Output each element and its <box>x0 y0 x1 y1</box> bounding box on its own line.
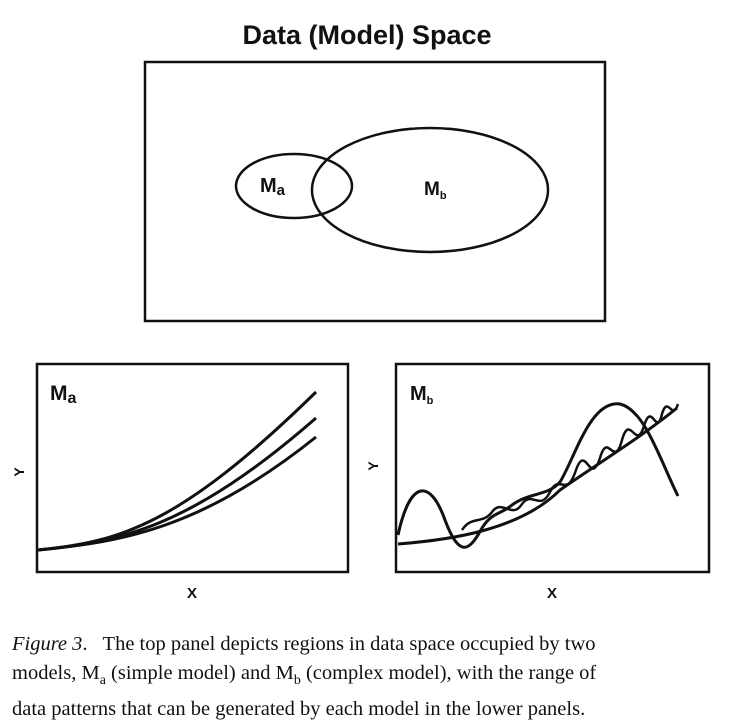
panel-ma-y-label: Y <box>11 467 27 477</box>
panel-mb-y-label: Y <box>365 461 381 471</box>
caption-line-1-text: . The top panel depicts regions in data … <box>82 633 596 655</box>
panel-mb-x-label: X <box>547 585 557 602</box>
caption-line-2: models, Ma (simple model) and Mb (comple… <box>12 659 727 695</box>
panel-ma-frame <box>35 362 350 574</box>
caption-line-3: data patterns that can be generated by e… <box>12 698 586 721</box>
region-ma-ellipse <box>234 152 354 220</box>
figure-title: Data (Model) Space <box>242 20 492 50</box>
panel-ma-label: Ma <box>50 382 77 407</box>
caption-sub-b: b <box>293 673 301 689</box>
ma-curve-3 <box>37 435 317 552</box>
region-mb-label: Mb <box>424 179 447 202</box>
mb-curve-wavy <box>396 402 680 549</box>
caption-line-2-part-2: (simple model) and M <box>105 662 294 684</box>
ma-curve-2 <box>37 416 317 552</box>
caption-figure-label: Figure 3 <box>12 633 83 655</box>
data-space-box <box>143 60 607 323</box>
caption-line-1: Figure 3. The top panel depicts regions … <box>12 630 727 659</box>
figure-caption: Figure 3. The top panel depicts regions … <box>12 630 727 724</box>
region-ma-label: Ma <box>260 175 286 199</box>
region-mb-ellipse <box>310 126 550 254</box>
mb-curve-oscillating <box>460 403 680 531</box>
caption-sub-a: a <box>99 673 106 689</box>
panel-ma-x-label: X <box>187 585 197 602</box>
panel-mb-frame <box>394 362 711 574</box>
caption-line-2-part-1: models, M <box>12 662 100 684</box>
caption-line-2-part-3: (complex model), with the range of <box>300 662 597 684</box>
mb-curve-smooth <box>397 406 678 546</box>
panel-mb-label: Mb <box>410 383 434 407</box>
ma-curve-1 <box>37 390 318 552</box>
